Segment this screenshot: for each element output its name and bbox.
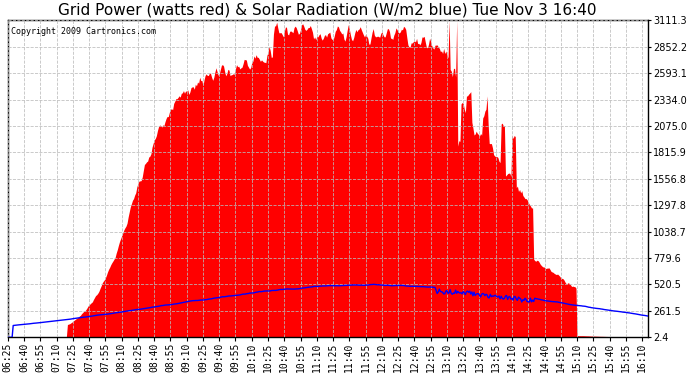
Text: Copyright 2009 Cartronics.com: Copyright 2009 Cartronics.com bbox=[11, 27, 156, 36]
Title: Grid Power (watts red) & Solar Radiation (W/m2 blue) Tue Nov 3 16:40: Grid Power (watts red) & Solar Radiation… bbox=[59, 3, 597, 18]
